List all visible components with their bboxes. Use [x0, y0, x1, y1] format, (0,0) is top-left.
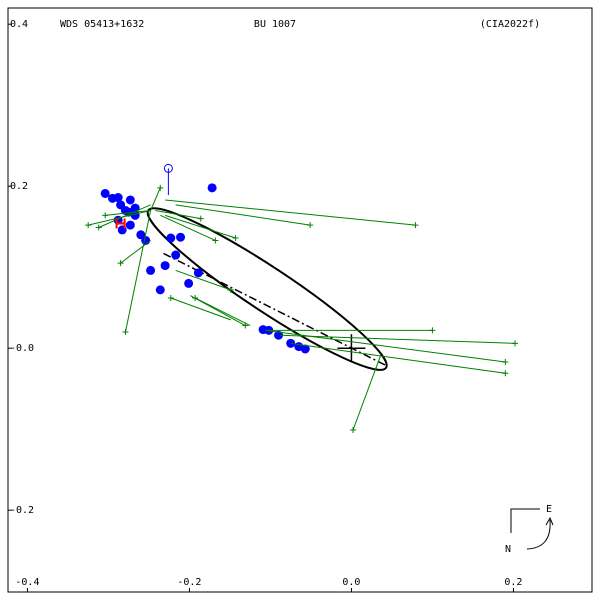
- observation-plus: [167, 294, 174, 301]
- y-tick-label: -0.0: [10, 343, 34, 354]
- chart-title: WDS 05413+1632: [60, 19, 144, 30]
- observation-dot: [100, 188, 110, 198]
- y-tick-label: -0.2: [10, 505, 34, 516]
- compass-arrow: [526, 519, 551, 550]
- residual-line: [194, 297, 251, 326]
- chart-subtitle: BU 1007: [254, 19, 296, 30]
- observation-dot: [124, 207, 134, 217]
- observation-plus: [122, 328, 129, 335]
- observation-plus: [157, 184, 164, 191]
- observation-dot: [166, 233, 176, 243]
- residual-line: [155, 210, 201, 220]
- residual-line: [105, 209, 151, 216]
- observation-open: [163, 163, 173, 173]
- observation-plus: [102, 212, 109, 219]
- observation-plus: [85, 222, 92, 229]
- observation-dot: [300, 344, 310, 354]
- plot-frame: [7, 7, 593, 593]
- observation-plus: [117, 260, 124, 267]
- observation-dot: [125, 220, 135, 230]
- observation-plus: [429, 327, 436, 334]
- observation-plus: [242, 322, 249, 329]
- observation-plus: [412, 222, 419, 229]
- residual-line: [175, 269, 231, 291]
- observation-plus: [197, 215, 204, 222]
- residual-line: [265, 329, 506, 363]
- residual-line: [165, 199, 416, 226]
- orbit: [146, 207, 388, 371]
- observation-dot: [274, 330, 284, 340]
- compass-north: N: [505, 544, 511, 555]
- observation-dot: [176, 232, 186, 242]
- residual-line: [164, 214, 236, 239]
- observation-plus: [502, 358, 509, 365]
- residual-line: [120, 240, 151, 264]
- observation-plus: [307, 222, 314, 229]
- residual-line: [280, 334, 516, 344]
- residual-line: [175, 204, 311, 226]
- observation-plus: [512, 340, 519, 347]
- compass-arrowhead: [545, 516, 554, 526]
- compass-arms: [510, 508, 540, 533]
- x-tick-label: 0.0: [342, 577, 360, 588]
- observation-dot: [193, 268, 203, 278]
- observation-plus: [227, 286, 234, 293]
- observation-dot: [171, 250, 181, 260]
- observation-dot: [160, 261, 170, 271]
- observation-dot: [155, 285, 165, 295]
- observation-dot: [184, 278, 194, 288]
- compass: E N: [505, 504, 554, 555]
- residual-line: [290, 342, 506, 374]
- residual-line: [124, 210, 152, 333]
- x-tick-label: -0.2: [177, 577, 201, 588]
- observation-dot: [125, 195, 135, 205]
- observation-dot: [113, 193, 123, 203]
- observation-plus: [212, 237, 219, 244]
- residual-line: [150, 187, 161, 211]
- observation-plus: [192, 294, 199, 301]
- y-tick-label: 0.4: [10, 19, 28, 30]
- y-tick-label: 0.2: [10, 181, 28, 192]
- observation-plus: [502, 370, 509, 377]
- observation-plus: [350, 427, 357, 434]
- primary-star: [337, 334, 366, 363]
- compass-east: E: [546, 504, 552, 515]
- observation-dot: [207, 183, 217, 193]
- x-tick-label: 0.2: [504, 577, 522, 588]
- observation-dot: [146, 265, 156, 275]
- observation-plus: [232, 235, 239, 242]
- node-line: [163, 252, 386, 366]
- residual-line: [88, 210, 151, 226]
- x-tick-label: -0.4: [15, 577, 39, 588]
- residual-line: [160, 214, 216, 241]
- residual-line: [170, 297, 231, 321]
- residual-line: [352, 355, 382, 431]
- current-position: [115, 218, 126, 229]
- observation-plus: [95, 224, 102, 231]
- reference: (CIA2022f): [480, 19, 540, 30]
